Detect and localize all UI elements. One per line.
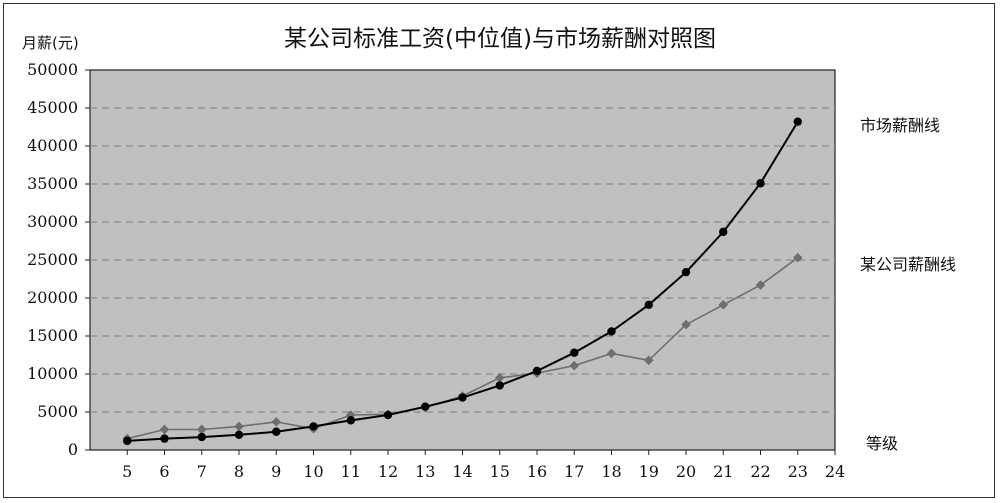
x-tick-label: 8 <box>234 462 244 481</box>
y-tick-label: 10000 <box>27 364 78 383</box>
x-tick-label: 18 <box>601 462 621 481</box>
x-tick-label: 7 <box>197 462 207 481</box>
data-point <box>756 179 765 188</box>
y-tick-label: 0 <box>68 440 78 459</box>
data-point <box>346 416 355 425</box>
x-tick-label: 6 <box>159 462 169 481</box>
data-point <box>495 381 504 390</box>
data-point <box>681 267 691 277</box>
data-point <box>196 424 207 435</box>
data-point <box>607 327 616 336</box>
data-point <box>570 348 579 357</box>
x-tick-label: 9 <box>271 462 281 481</box>
data-point <box>197 432 206 442</box>
series-label: 某公司薪酬线 <box>860 255 956 274</box>
data-point <box>644 300 653 310</box>
data-point <box>421 402 430 411</box>
y-axis-label: 月薪(元) <box>22 34 79 52</box>
data-point <box>159 424 170 435</box>
x-tick-label: 16 <box>527 462 547 481</box>
y-tick-label: 40000 <box>27 136 78 155</box>
data-point <box>606 348 617 359</box>
data-point <box>718 300 729 310</box>
data-point <box>383 410 393 420</box>
data-point <box>719 227 728 237</box>
x-tick-label: 24 <box>825 462 845 481</box>
data-point <box>569 360 580 371</box>
data-point <box>160 434 169 443</box>
x-axis-ticks: 5 6 7 8 9 10 11 12 13 14 15 16 17 18 19 20 21 22 23 24 <box>122 450 845 481</box>
y-tick-label: 20000 <box>27 288 78 307</box>
x-tick-label: 19 <box>639 462 659 481</box>
y-tick-label: 25000 <box>27 250 78 269</box>
x-tick-label: 20 <box>676 462 696 481</box>
y-tick-label: 15000 <box>27 326 78 345</box>
series-market <box>123 117 802 446</box>
grid-lines <box>90 107 835 413</box>
data-point <box>272 427 281 436</box>
y-tick-label: 50000 <box>27 60 78 79</box>
x-tick-label: 12 <box>378 462 398 481</box>
x-tick-label: 14 <box>452 462 472 481</box>
x-tick-label: 15 <box>490 462 510 481</box>
data-point <box>271 417 282 427</box>
data-point <box>792 252 803 263</box>
chart-title: 某公司标准工资(中位值)与市场薪酬对照图 <box>284 26 716 52</box>
series-layer <box>122 117 803 446</box>
chart-frame <box>3 3 995 498</box>
data-point <box>309 422 318 431</box>
x-axis-label: 等级 <box>866 434 898 453</box>
y-tick-label: 35000 <box>27 174 78 193</box>
x-tick-label: 5 <box>122 462 132 481</box>
y-tick-label: 5000 <box>37 402 78 421</box>
x-tick-label: 22 <box>750 462 770 481</box>
data-point <box>793 117 802 126</box>
data-point <box>532 366 542 376</box>
data-point <box>681 319 691 330</box>
data-point <box>234 421 244 432</box>
data-point <box>643 355 654 366</box>
data-point <box>234 430 244 439</box>
y-tick-label: 45000 <box>27 98 78 117</box>
data-point <box>458 393 467 402</box>
x-tick-label: 17 <box>564 462 584 481</box>
data-point <box>494 373 505 383</box>
x-tick-label: 13 <box>415 462 435 481</box>
y-axis-ticks: 0 5000 10000 15000 20000 25000 30000 35000 40000… <box>27 60 90 459</box>
x-tick-label: 10 <box>303 462 323 481</box>
series-label: 市场薪酬线 <box>860 116 940 135</box>
data-point <box>123 436 132 446</box>
x-tick-label: 23 <box>788 462 808 481</box>
data-point <box>755 280 766 290</box>
x-tick-label: 21 <box>713 462 733 481</box>
y-tick-label: 30000 <box>27 212 78 231</box>
x-tick-label: 11 <box>341 462 361 481</box>
